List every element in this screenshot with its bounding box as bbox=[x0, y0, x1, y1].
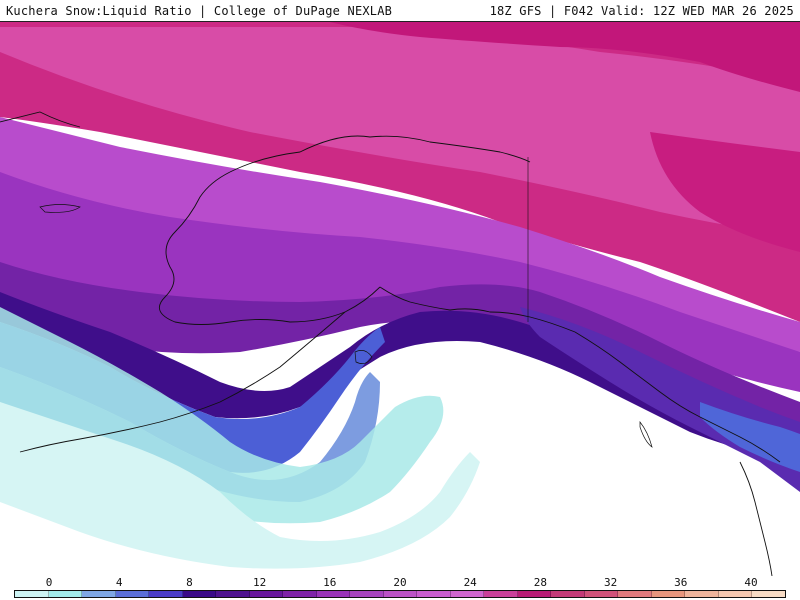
legend-swatch bbox=[484, 591, 518, 597]
kodiak-island bbox=[354, 350, 373, 364]
legend-colorbar bbox=[14, 590, 786, 598]
contour-band-violet bbox=[0, 172, 800, 392]
legend-swatch bbox=[316, 591, 351, 597]
legend-tick-label: 12 bbox=[252, 576, 267, 589]
contour-band-blue-mid bbox=[0, 322, 385, 473]
snow-ratio-map[interactable] bbox=[0, 22, 800, 576]
pacific-nw-coast bbox=[739, 461, 773, 576]
contour-band-magenta-east bbox=[650, 132, 800, 252]
contour-band-southeast-coast bbox=[520, 307, 800, 492]
legend-tick-label: 36 bbox=[674, 576, 688, 589]
product-title: Kuchera Snow:Liquid Ratio | College of D… bbox=[6, 4, 393, 18]
legend-swatch bbox=[618, 591, 652, 597]
legend-swatch bbox=[82, 591, 116, 597]
legend-swatch bbox=[551, 591, 585, 597]
header-bar: Kuchera Snow:Liquid Ratio | College of D… bbox=[0, 0, 800, 22]
legend-swatch bbox=[685, 591, 719, 597]
legend-tick-label: 20 bbox=[393, 576, 407, 589]
legend-tick-label: 40 bbox=[744, 576, 758, 589]
legend-tick-label: 16 bbox=[323, 576, 337, 589]
legend-swatch bbox=[216, 591, 250, 597]
alaska-north-coast bbox=[229, 135, 531, 173]
legend-swatch bbox=[718, 591, 753, 597]
legend-swatch bbox=[450, 591, 485, 597]
legend-tick-label: 8 bbox=[186, 576, 193, 589]
legend-swatch bbox=[584, 591, 619, 597]
legend-swatch bbox=[417, 591, 451, 597]
legend-swatch bbox=[182, 591, 217, 597]
contour-band-magenta bbox=[0, 27, 800, 237]
legend-swatch bbox=[383, 591, 418, 597]
alaska-west-coast bbox=[158, 171, 381, 325]
contour-band-southeast-blue bbox=[700, 402, 800, 472]
run-valid-time: 18Z GFS | F042 Valid: 12Z WED MAR 26 202… bbox=[489, 4, 794, 18]
legend-tick-label: 0 bbox=[45, 576, 53, 589]
contour-band-purple-mid bbox=[0, 262, 800, 442]
alaska-south-coast bbox=[379, 286, 576, 333]
legend-swatch bbox=[350, 591, 384, 597]
coastlines bbox=[0, 111, 781, 576]
legend-tick-label: 32 bbox=[603, 576, 618, 589]
legend-swatch bbox=[651, 591, 686, 597]
contour-band-magenta-core bbox=[330, 22, 800, 92]
aleutian-chain bbox=[19, 311, 346, 453]
siberia-coast bbox=[0, 111, 81, 128]
legend-tick-label: 24 bbox=[463, 576, 477, 589]
legend-swatch bbox=[48, 591, 83, 597]
color-legend: 0 4 8 12 16 20 24 28 32 36 40 bbox=[0, 576, 800, 600]
legend-swatch bbox=[115, 591, 150, 597]
legend-swatch bbox=[283, 591, 317, 597]
legend-swatch bbox=[15, 591, 49, 597]
haida-gwaii bbox=[639, 421, 653, 448]
southeast-panhandle bbox=[574, 331, 781, 463]
map-canvas bbox=[0, 22, 800, 576]
legend-swatch bbox=[752, 591, 785, 597]
legend-swatch bbox=[249, 591, 284, 597]
st-lawrence-island bbox=[39, 204, 81, 213]
contour-band-cyan-very-low bbox=[0, 402, 480, 569]
legend-swatch bbox=[149, 591, 183, 597]
legend-tick-label: 4 bbox=[115, 576, 123, 589]
islands bbox=[39, 204, 653, 448]
legend-swatch bbox=[517, 591, 552, 597]
legend-tick-label: 28 bbox=[533, 576, 548, 589]
